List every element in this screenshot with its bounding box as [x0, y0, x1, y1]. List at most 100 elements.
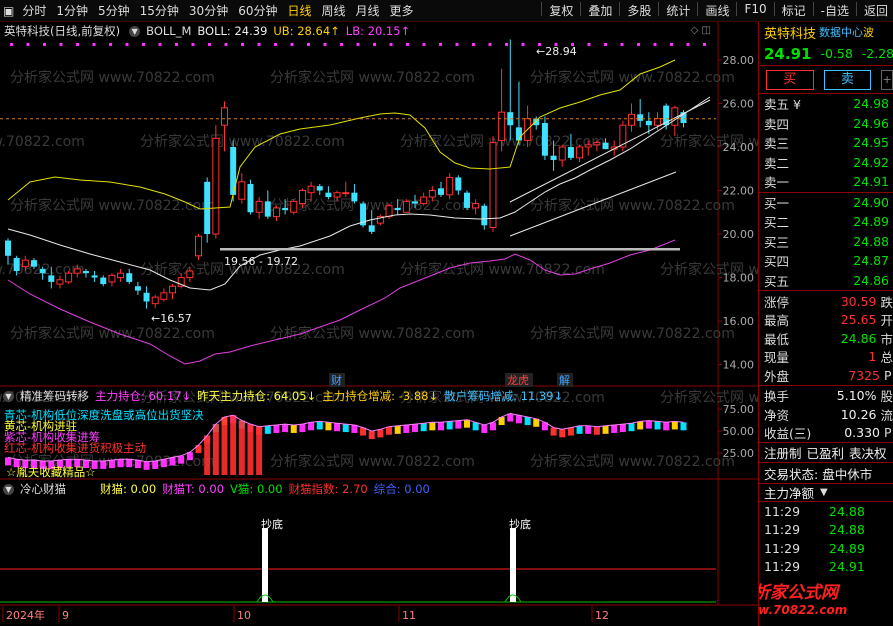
- toolbar-separator: [697, 2, 699, 16]
- ask-row-4[interactable]: 卖四 24.96: [759, 114, 893, 134]
- chip-bar: [619, 424, 626, 433]
- stat-extra: 市: [880, 331, 893, 347]
- candle: [428, 186, 436, 202]
- cat-c: V猫: 0.00: [230, 482, 283, 496]
- toolbar-btn-2[interactable]: 多股: [627, 4, 652, 18]
- toolbar-btn-8[interactable]: 返回: [863, 4, 888, 18]
- ask-row-3[interactable]: 卖三 24.95: [759, 133, 893, 153]
- chip-bar: [74, 459, 81, 468]
- chip-bar: [541, 422, 548, 431]
- period-tab-5[interactable]: 60分钟: [238, 4, 278, 18]
- ask-row-2[interactable]: 卖二 24.92: [759, 153, 893, 173]
- toolbar-btn-4[interactable]: 画线: [705, 4, 730, 18]
- data-center-link[interactable]: 数据中心: [819, 26, 864, 39]
- flow-row[interactable]: 主力净额 ▼: [759, 483, 893, 502]
- buy-button[interactable]: 买: [766, 69, 814, 90]
- order-level-price: 24.90: [853, 194, 889, 210]
- chip-bar: [524, 417, 531, 426]
- toolbar-btn-6[interactable]: 标记: [781, 4, 806, 18]
- toolbar-btn-7[interactable]: -自选: [820, 4, 849, 18]
- toolbar-btn-0[interactable]: 复权: [549, 4, 574, 18]
- bid-row-5[interactable]: 买五 24.86: [759, 271, 893, 291]
- chip-bar: [351, 424, 358, 433]
- watermark-text: 分析家公式网 www.70822.com: [400, 261, 605, 278]
- chip-bar: [446, 421, 453, 430]
- range-label: 19.56 - 19.72: [224, 255, 298, 268]
- signal-dot: [109, 43, 112, 46]
- order-level-price: 24.92: [853, 154, 889, 170]
- chip-bar: [550, 427, 557, 436]
- cat-header: ▼ 冷心财猫 财猫: 0.00 财猫T: 0.00 V猫: 0.00 财猫指数:…: [0, 481, 436, 497]
- low-label: ←16.57: [151, 312, 192, 325]
- order-level-label: 买三: [764, 234, 790, 250]
- chip-column: [256, 426, 263, 475]
- candle: [333, 190, 341, 202]
- candle: [472, 199, 480, 215]
- svg-text:抄底: 抄底: [261, 517, 283, 531]
- price-tick-label: 18.00: [723, 272, 755, 285]
- tick-row: 11:29 24.91: [759, 558, 893, 577]
- bid-row-3[interactable]: 买三 24.88: [759, 232, 893, 252]
- stat-row-2: 最低 24.86 市: [759, 329, 893, 348]
- signal-dot: [257, 43, 261, 46]
- toolbar-separator: [773, 2, 775, 16]
- period-tab-1[interactable]: 1分钟: [56, 4, 88, 18]
- toolbar-btn-1[interactable]: 叠加: [588, 4, 613, 18]
- period-tab-9[interactable]: 更多: [389, 4, 414, 18]
- period-tab-6[interactable]: 日线: [287, 4, 312, 18]
- stat-extra: P: [884, 367, 892, 383]
- period-tab-0[interactable]: 分时: [22, 4, 47, 18]
- stat-extra: 流: [880, 407, 893, 423]
- toolbar-btn-3[interactable]: 统计: [666, 4, 691, 18]
- period-tab-4[interactable]: 30分钟: [188, 4, 229, 18]
- order-level-label: 卖一: [764, 175, 790, 191]
- signal-dot: [208, 43, 211, 46]
- chip-bar: [420, 423, 427, 432]
- signal-dot: [125, 43, 129, 46]
- toolbar-btn-5[interactable]: F10: [744, 2, 767, 16]
- candle: [160, 288, 168, 302]
- chip-column: [230, 415, 237, 475]
- cat-dropdown-icon[interactable]: ▼: [3, 483, 14, 495]
- candle: [376, 214, 384, 226]
- indicator-name[interactable]: BOLL_M: [146, 24, 192, 38]
- toolbar-separator: [580, 2, 582, 16]
- period-tab-8[interactable]: 月线: [355, 4, 380, 18]
- chip-bar: [82, 460, 89, 469]
- period-tab-2[interactable]: 5分钟: [98, 4, 130, 18]
- signal-dot: [521, 43, 525, 46]
- more-icon[interactable]: +: [881, 69, 893, 90]
- order-level-price: 24.95: [853, 135, 889, 151]
- candle: [282, 199, 289, 215]
- price-tick-label: 24.00: [723, 141, 755, 154]
- signal-dot: [373, 43, 376, 46]
- kline-chart[interactable]: 分析家公式网 www.70822.com 分析家公式网 www.70822.com…: [0, 22, 758, 626]
- signal-dot: [323, 43, 327, 46]
- ask-row-5[interactable]: 卖五 ¥ 24.98: [759, 94, 893, 114]
- ask-row-1[interactable]: 卖一 24.91: [759, 172, 893, 192]
- date-label: 12: [595, 609, 609, 622]
- sell-button[interactable]: 卖: [823, 69, 872, 90]
- candle: [100, 275, 107, 287]
- period-tab-7[interactable]: 周线: [321, 4, 346, 18]
- flow-dropdown-icon[interactable]: ▼: [820, 487, 828, 498]
- chip-column: [212, 424, 219, 475]
- stat-value: 25.65: [840, 312, 877, 328]
- period-tab-3[interactable]: 15分钟: [139, 4, 179, 18]
- chip-dropdown-icon[interactable]: ▼: [3, 390, 14, 402]
- bid-row-4[interactable]: 买四 24.87: [759, 251, 893, 271]
- chip-bar: [360, 427, 367, 436]
- panel-controls[interactable]: ◇ ◫: [690, 25, 711, 36]
- indicator-dropdown-icon[interactable]: ▼: [129, 25, 141, 37]
- price-tick-label: 16.00: [723, 315, 755, 328]
- panel-toggle-icon[interactable]: ▣: [3, 3, 15, 18]
- order-level-label: 卖五 ¥: [764, 97, 801, 113]
- candle: [117, 268, 125, 282]
- bid-row-2[interactable]: 买二 24.89: [759, 212, 893, 232]
- chip-bar: [489, 422, 496, 431]
- bid-row-1[interactable]: 买一 24.90: [759, 193, 893, 213]
- stock-name-row: 英特科技 数据中心 波: [759, 22, 893, 42]
- chip-title: 精准筹码转移: [20, 389, 89, 403]
- tag-registration: 注册制: [764, 446, 802, 461]
- chip-bar: [637, 421, 644, 430]
